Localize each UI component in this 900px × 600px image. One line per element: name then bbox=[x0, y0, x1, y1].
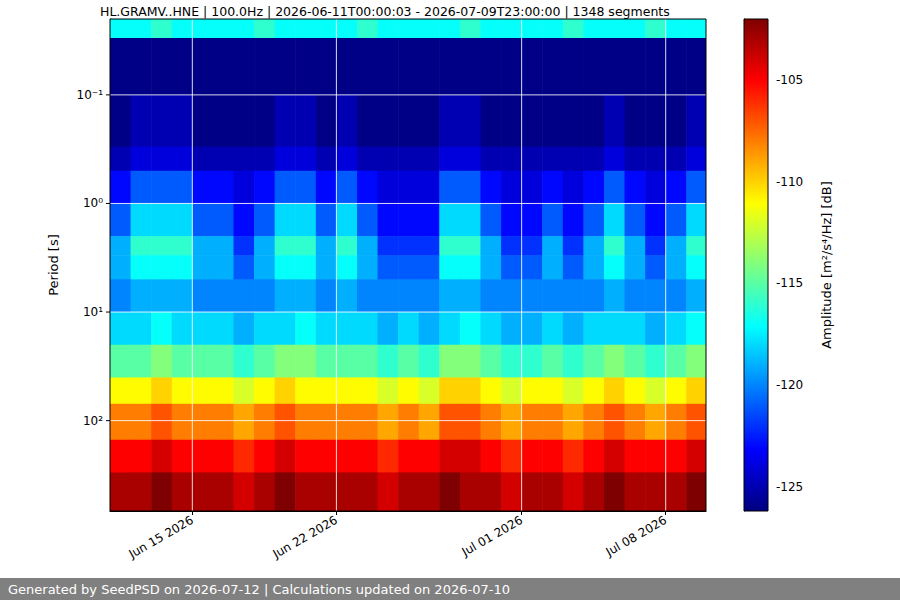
svg-text:Jul 01 2026: Jul 01 2026 bbox=[459, 513, 526, 560]
svg-text:HL.GRAMV..HNE | 100.0Hz | 2026: HL.GRAMV..HNE | 100.0Hz | 2026-06-11T00:… bbox=[100, 4, 670, 19]
svg-text:10⁻¹: 10⁻¹ bbox=[77, 88, 104, 102]
svg-text:-120: -120 bbox=[776, 378, 803, 392]
svg-text:Period [s]: Period [s] bbox=[46, 234, 61, 296]
svg-text:Jul 08 2026: Jul 08 2026 bbox=[603, 513, 670, 560]
svg-text:Jun 22 2026: Jun 22 2026 bbox=[270, 513, 340, 562]
svg-text:Jun 15 2026: Jun 15 2026 bbox=[126, 513, 196, 562]
svg-text:-110: -110 bbox=[776, 175, 803, 189]
svg-text:10⁰: 10⁰ bbox=[83, 196, 103, 210]
svg-text:-125: -125 bbox=[776, 480, 803, 494]
svg-text:-115: -115 bbox=[776, 276, 803, 290]
svg-text:Amplitude [m²/s⁴/Hz] [dB]: Amplitude [m²/s⁴/Hz] [dB] bbox=[819, 181, 834, 349]
svg-text:10¹: 10¹ bbox=[83, 305, 103, 319]
svg-text:10²: 10² bbox=[83, 414, 103, 428]
svg-text:Generated by SeedPSD on 2026-0: Generated by SeedPSD on 2026-07-12 | Cal… bbox=[8, 582, 510, 597]
svg-text:-105: -105 bbox=[776, 73, 803, 87]
